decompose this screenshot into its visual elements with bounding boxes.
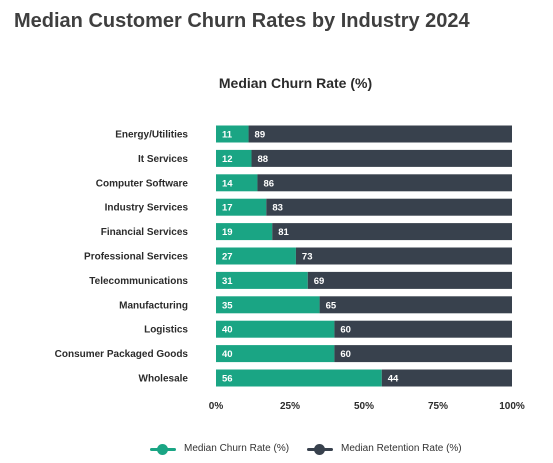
chart-legend: Median Churn Rate (%) Median Retention R…: [0, 443, 553, 463]
retention-value-label-energy-utilities: 89: [255, 130, 266, 141]
retention-bar-it-services: [252, 150, 512, 167]
churn-value-label-it-services: 12: [222, 154, 233, 165]
category-label-financial-services: Financial Services: [101, 227, 189, 238]
churn-bar-energy-utilities: [216, 126, 249, 143]
retention-bar-manufacturing: [320, 296, 512, 313]
category-label-it-services: It Services: [138, 154, 188, 165]
legend-item-churn: Median Churn Rate (%): [150, 443, 289, 454]
churn-value-label-professional-services: 27: [222, 252, 233, 263]
retention-value-label-manufacturing: 65: [326, 300, 337, 311]
churn-value-label-logistics: 40: [222, 325, 233, 336]
churn-value-label-energy-utilities: 11: [222, 130, 233, 141]
category-label-industry-services: Industry Services: [105, 203, 189, 214]
churn-value-label-industry-services: 17: [222, 203, 233, 214]
category-label-wholesale: Wholesale: [139, 374, 189, 385]
category-label-logistics: Logistics: [144, 325, 188, 336]
churn-bar-chart: Energy/Utilities 11 89 It Services 12 88 Compu…: [0, 0, 553, 440]
retention-value-label-telecommunications: 69: [314, 276, 325, 287]
churn-bar-logistics: [216, 321, 334, 338]
retention-value-label-industry-services: 83: [272, 203, 283, 214]
retention-value-label-consumer-packaged-goods: 60: [340, 349, 351, 360]
churn-value-label-manufacturing: 35: [222, 300, 233, 311]
category-label-consumer-packaged-goods: Consumer Packaged Goods: [55, 349, 189, 360]
churn-bar-consumer-packaged-goods: [216, 345, 334, 362]
retention-bar-industry-services: [266, 199, 512, 216]
retention-bar-professional-services: [296, 248, 512, 265]
retention-bar-telecommunications: [308, 272, 512, 289]
retention-value-label-professional-services: 73: [302, 252, 313, 263]
legend-label-churn: Median Churn Rate (%): [184, 443, 289, 454]
churn-value-label-consumer-packaged-goods: 40: [222, 349, 233, 360]
category-label-computer-software: Computer Software: [96, 178, 189, 189]
retention-value-label-computer-software: 86: [263, 178, 274, 189]
churn-value-label-financial-services: 19: [222, 227, 233, 238]
legend-label-retention: Median Retention Rate (%): [341, 443, 462, 454]
retention-value-label-logistics: 60: [340, 325, 351, 336]
category-label-telecommunications: Telecommunications: [89, 276, 188, 287]
churn-bar-wholesale: [216, 370, 382, 387]
category-label-manufacturing: Manufacturing: [119, 300, 188, 311]
retention-bar-wholesale: [382, 370, 512, 387]
retention-bar-logistics: [334, 321, 512, 338]
legend-item-retention: Median Retention Rate (%): [307, 443, 462, 454]
x-tick-label-75: 75%: [428, 401, 448, 412]
churn-value-label-wholesale: 56: [222, 374, 233, 385]
legend-churn-marker-icon: [150, 444, 176, 454]
retention-value-label-it-services: 88: [258, 154, 269, 165]
x-tick-label-25: 25%: [280, 401, 300, 412]
retention-bar-financial-services: [272, 223, 512, 240]
retention-value-label-financial-services: 81: [278, 227, 289, 238]
x-tick-label-100: 100%: [499, 401, 525, 412]
category-label-professional-services: Professional Services: [84, 252, 188, 263]
x-tick-label-0: 0%: [209, 401, 224, 412]
retention-bar-consumer-packaged-goods: [334, 345, 512, 362]
category-label-energy-utilities: Energy/Utilities: [115, 130, 188, 141]
retention-value-label-wholesale: 44: [388, 374, 399, 385]
retention-bar-computer-software: [257, 174, 512, 191]
churn-value-label-telecommunications: 31: [222, 276, 233, 287]
legend-retention-marker-icon: [307, 444, 333, 454]
x-tick-label-50: 50%: [354, 401, 374, 412]
retention-bar-energy-utilities: [249, 126, 512, 143]
churn-value-label-computer-software: 14: [222, 178, 233, 189]
